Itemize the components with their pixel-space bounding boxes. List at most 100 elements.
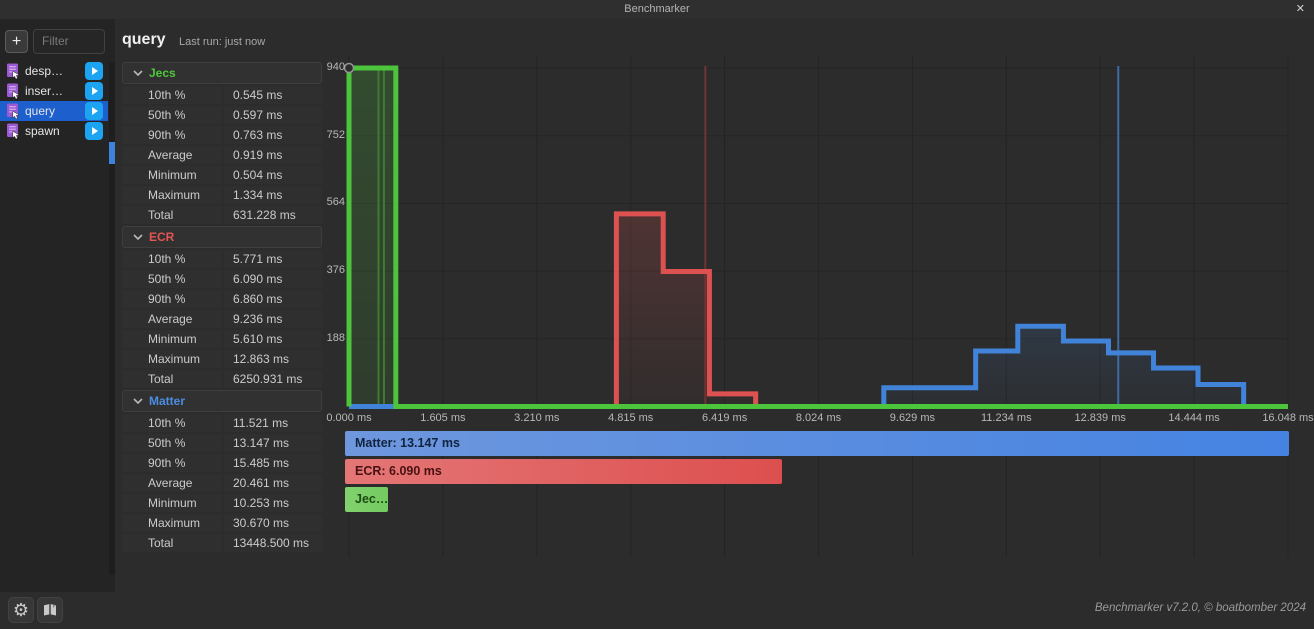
stat-value: 10.253 ms [224,494,322,512]
stat-row: Total 13448.500 ms [122,534,322,552]
script-icon [5,103,21,120]
script-icon [5,63,21,80]
section-name: Matter [149,394,186,408]
sidebar-scrollbar [109,62,115,575]
stat-label: Total [122,206,222,224]
x-tick-label: 9.629 ms [889,412,936,424]
stat-value: 20.461 ms [224,474,322,492]
x-tick-label: 1.605 ms [420,412,466,424]
sidebar: + Filter desp… inser… query spawn [0,19,115,592]
stat-row: Average 0.919 ms [122,146,322,164]
x-tick-label: 12.839 ms [1074,412,1126,424]
section-header-ecr[interactable]: ECR [122,226,322,248]
sidebar-item-query[interactable]: query [0,101,108,121]
sidebar-item-spawn[interactable]: spawn [0,121,108,141]
play-icon [92,127,98,135]
stat-row: Maximum 12.863 ms [122,350,322,368]
x-tick-label: 0.000 ms [326,412,372,424]
play-icon [92,87,98,95]
stat-label: 10th % [122,414,222,432]
stat-label: Average [122,310,222,328]
stat-row: 10th % 11.521 ms [122,414,322,432]
stat-value: 9.236 ms [224,310,322,328]
stat-label: Total [122,534,222,552]
last-run-status: Last run: just now [179,36,266,48]
section-header-jecs[interactable]: Jecs [122,62,322,84]
stat-label: 50th % [122,434,222,452]
run-button[interactable] [85,62,103,80]
stat-label: 90th % [122,290,222,308]
stat-row: Average 20.461 ms [122,474,322,492]
stat-value: 5.771 ms [224,250,322,268]
stat-row: 90th % 0.763 ms [122,126,322,144]
sidebar-scrollbar-thumb[interactable] [109,142,115,164]
stat-label: Minimum [122,166,222,184]
play-icon [92,67,98,75]
sidebar-item-inser[interactable]: inser… [0,81,108,101]
x-tick-label: 4.815 ms [608,412,654,424]
docs-button[interactable] [37,597,63,623]
stat-label: Minimum [122,330,222,348]
section-header-matter[interactable]: Matter [122,390,322,412]
add-benchmark-button[interactable]: + [5,30,28,53]
settings-button[interactable]: ⚙ [8,597,34,623]
stat-value: 6.860 ms [224,290,322,308]
stats-panel: Jecs 10th % 0.545 ms 50th % 0.597 ms 90th % 0.… [122,62,322,556]
x-tick-label: 16.048 ms [1262,412,1314,424]
run-button[interactable] [85,122,103,140]
stat-value: 0.545 ms [224,86,322,104]
run-button[interactable] [85,82,103,100]
section-name: Jecs [149,66,176,80]
stat-value: 6.090 ms [224,270,322,288]
x-tick-label: 6.419 ms [701,412,748,424]
x-tick-label: 3.210 ms [514,412,560,424]
stat-value: 0.919 ms [224,146,322,164]
stat-label: Maximum [122,186,222,204]
stat-row: Average 9.236 ms [122,310,322,328]
stat-row: Minimum 5.610 ms [122,330,322,348]
stat-label: 10th % [122,86,222,104]
play-icon [92,107,98,115]
section-name: ECR [149,230,175,244]
stat-row: Total 631.228 ms [122,206,322,224]
stat-label: Maximum [122,514,222,532]
stat-value: 12.863 ms [224,350,322,368]
filter-input[interactable]: Filter [33,29,105,54]
stat-row: 90th % 6.860 ms [122,290,322,308]
stat-value: 5.610 ms [224,330,322,348]
titlebar: Benchmarker ✕ [0,0,1314,19]
stat-label: Average [122,474,222,492]
chevron-down-icon [133,398,143,404]
stat-row: 10th % 5.771 ms [122,250,322,268]
stat-row: 90th % 15.485 ms [122,454,322,472]
script-icon [5,83,21,100]
stat-value: 30.670 ms [224,514,322,532]
chevron-down-icon [133,70,143,76]
benchmark-label: query [25,104,56,118]
stat-label: 50th % [122,106,222,124]
stat-value: 11.521 ms [224,414,322,432]
stat-label: 90th % [122,454,222,472]
stat-label: Maximum [122,350,222,368]
stat-label: 50th % [122,270,222,288]
filter-placeholder: Filter [42,34,69,48]
median-bar-ecr: ECR: 6.090 ms [345,459,783,484]
x-tick-label: 8.024 ms [795,412,842,424]
stat-label: 10th % [122,250,222,268]
stat-row: 50th % 6.090 ms [122,270,322,288]
stat-value: 631.228 ms [224,206,322,224]
stat-row: Minimum 10.253 ms [122,494,322,512]
stat-row: Minimum 0.504 ms [122,166,322,184]
stat-row: 10th % 0.545 ms [122,86,322,104]
stat-row: Maximum 30.670 ms [122,514,322,532]
stat-row: Total 6250.931 ms [122,370,322,388]
close-icon[interactable]: ✕ [1295,3,1305,15]
x-tick-label: 11.234 ms [981,412,1032,424]
stat-value: 13.147 ms [224,434,322,452]
script-icon [5,123,21,140]
gear-icon: ⚙ [12,600,30,620]
median-bar-matter: Matter: 13.147 ms [345,431,1289,456]
sidebar-item-desp[interactable]: desp… [0,61,108,81]
run-button[interactable] [85,102,103,120]
benchmark-label: inser… [25,84,64,98]
